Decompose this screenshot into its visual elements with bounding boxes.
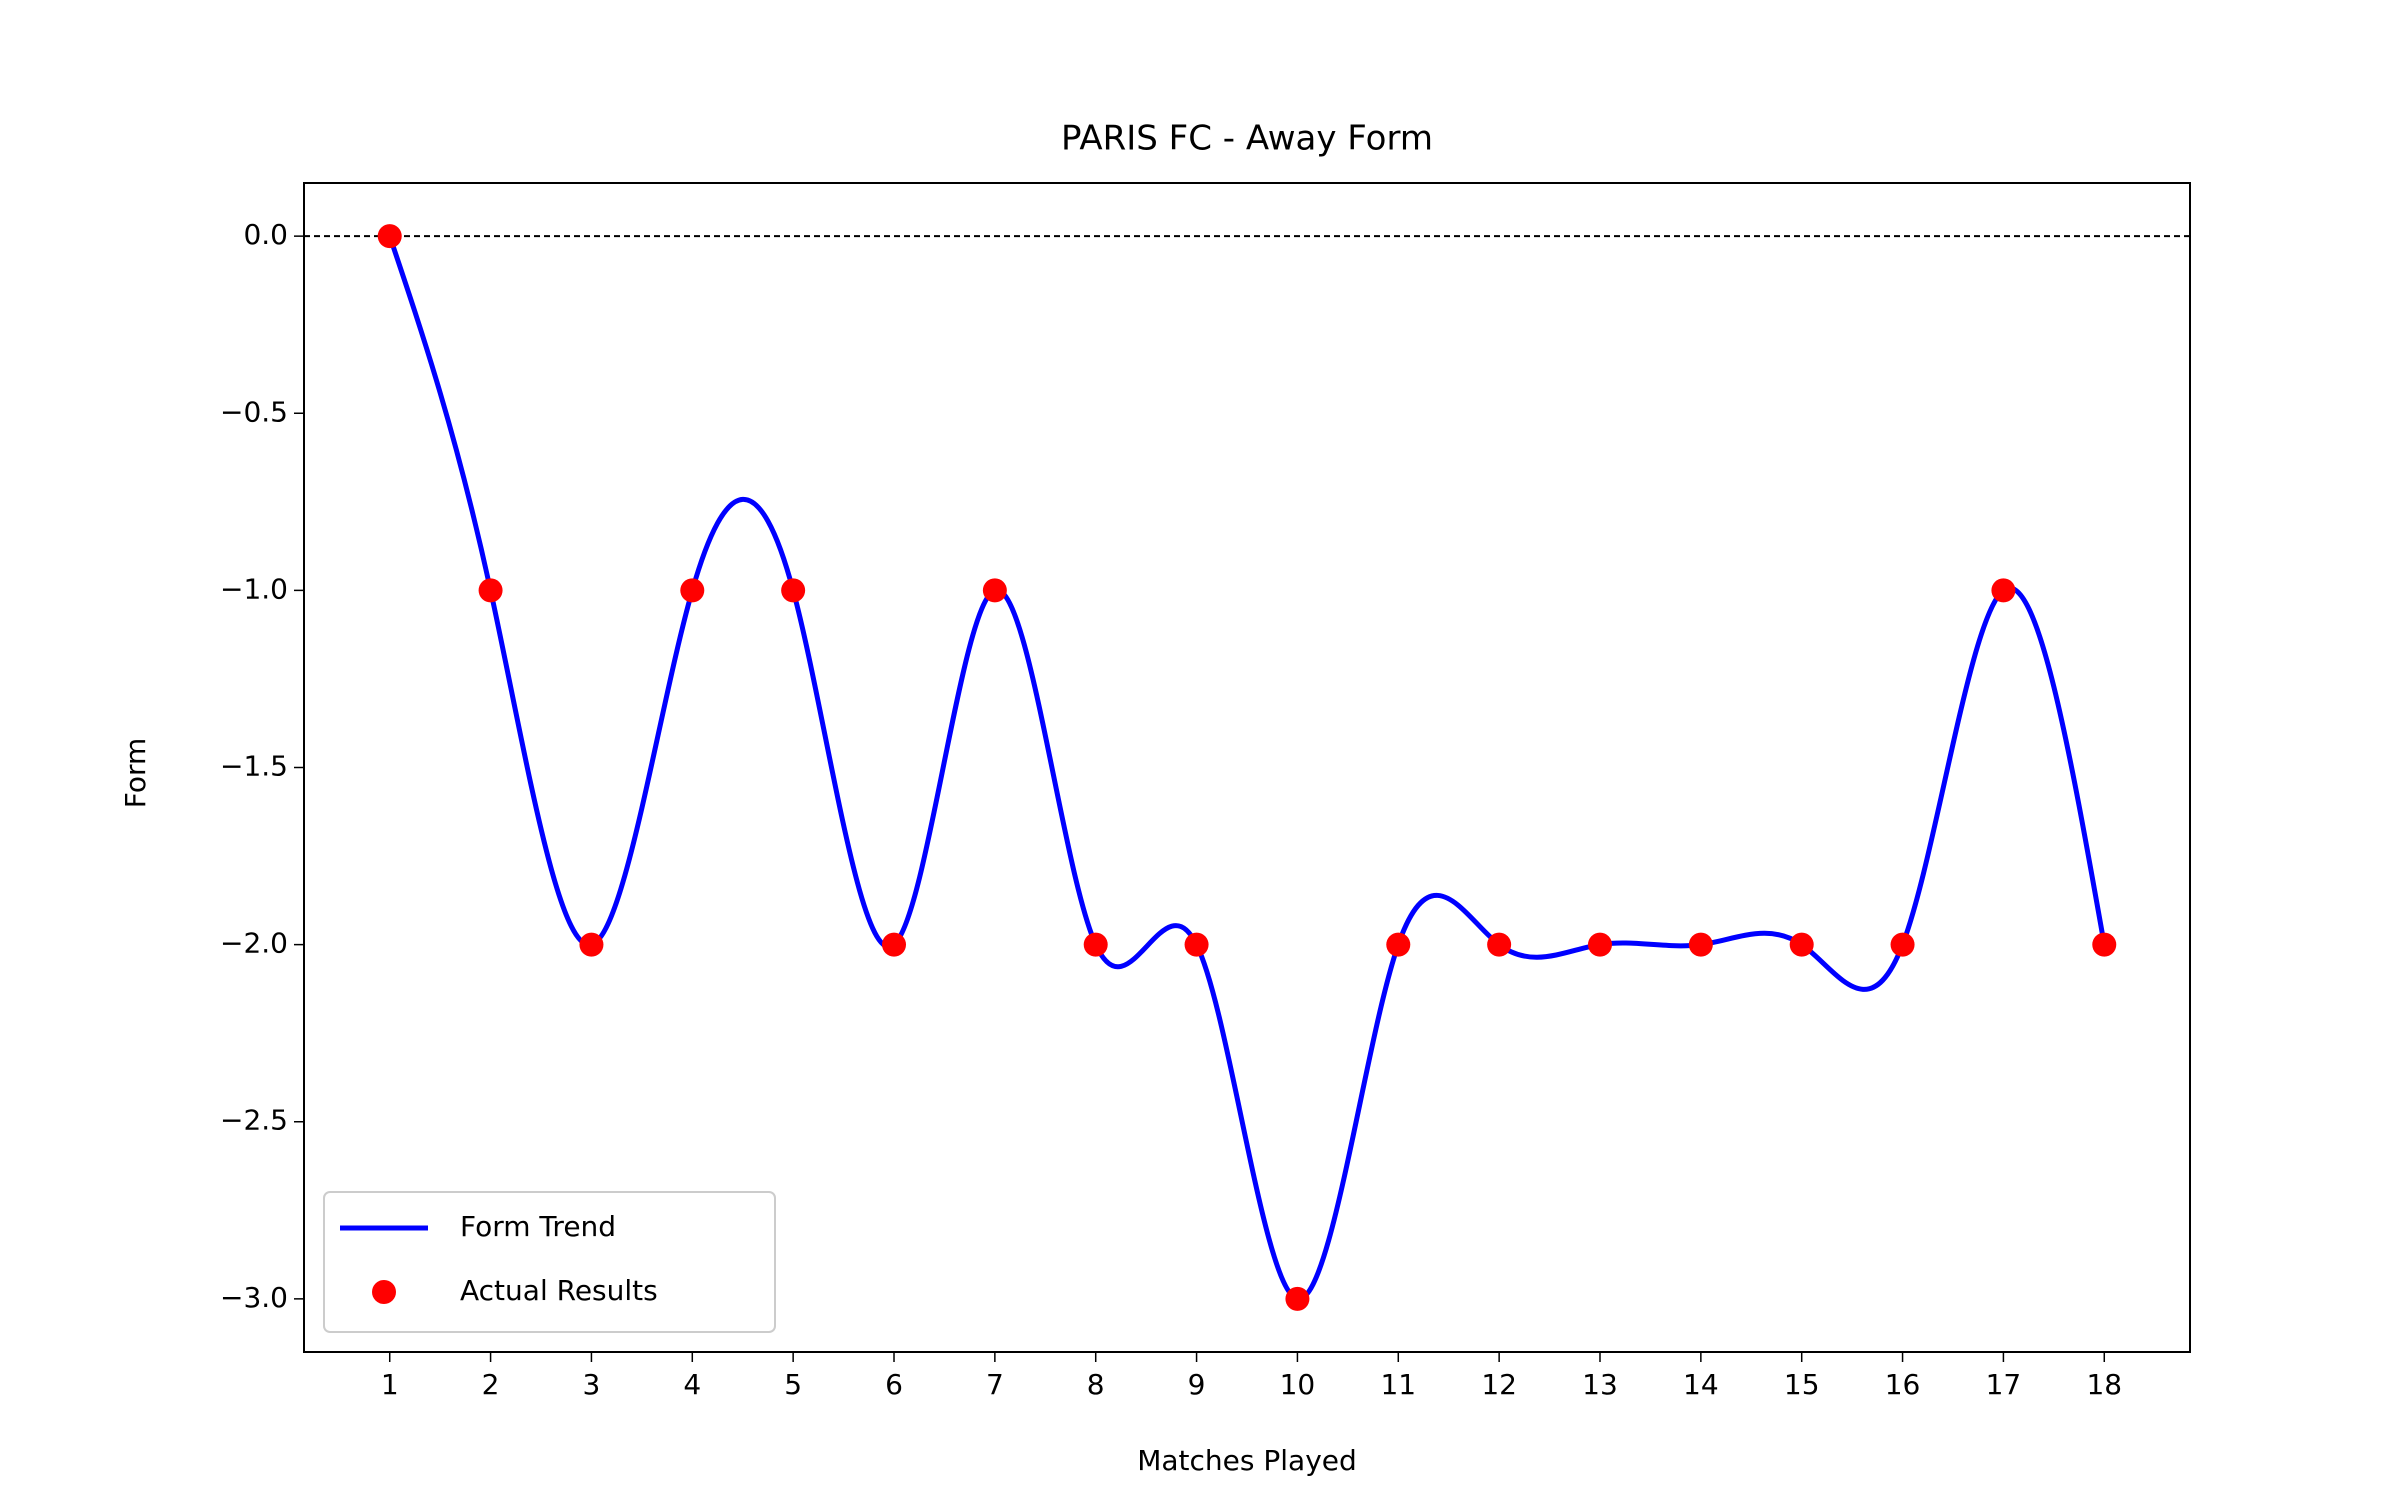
trend-line <box>387 235 2107 1302</box>
data-point <box>1285 1286 1310 1311</box>
y-tick-label: −2.5 <box>220 1104 288 1137</box>
x-tick-label: 2 <box>482 1368 500 1401</box>
data-point <box>882 932 907 957</box>
y-axis-label: Form <box>119 738 152 809</box>
x-tick-label: 14 <box>1683 1368 1719 1401</box>
data-point <box>1991 578 2016 603</box>
data-point <box>680 578 705 603</box>
data-point <box>1083 932 1108 957</box>
x-tick-label: 12 <box>1481 1368 1517 1401</box>
chart-title: PARIS FC - Away Form <box>1061 119 1433 159</box>
y-tick-label: −3.0 <box>220 1281 288 1314</box>
x-tick-label: 11 <box>1380 1368 1416 1401</box>
x-tick-label: 17 <box>1986 1368 2022 1401</box>
x-axis-label: Matches Played <box>1137 1444 1357 1477</box>
data-point <box>377 224 402 249</box>
x-tick-label: 7 <box>986 1368 1004 1401</box>
data-point <box>478 578 503 603</box>
legend-label: Form Trend <box>460 1210 616 1243</box>
x-tick-label: 1 <box>381 1368 399 1401</box>
data-point <box>781 578 806 603</box>
x-tick-label: 5 <box>784 1368 802 1401</box>
data-point <box>2092 932 2117 957</box>
data-point <box>1184 932 1209 957</box>
x-tick-label: 4 <box>683 1368 701 1401</box>
data-point <box>1890 932 1915 957</box>
x-tick-label: 3 <box>583 1368 601 1401</box>
x-tick-label: 13 <box>1582 1368 1618 1401</box>
data-point <box>1487 932 1512 957</box>
x-tick-label: 10 <box>1280 1368 1316 1401</box>
data-point <box>579 932 604 957</box>
y-tick-label: −1.0 <box>220 572 288 605</box>
data-point <box>1386 932 1411 957</box>
legend-box <box>323 1191 776 1333</box>
x-tick-label: 15 <box>1784 1368 1820 1401</box>
data-point <box>982 578 1007 603</box>
data-point <box>1587 932 1612 957</box>
legend-swatch <box>372 1280 396 1304</box>
x-tick-label: 16 <box>1885 1368 1921 1401</box>
y-tick-label: −2.0 <box>220 927 288 960</box>
y-tick-label: −0.5 <box>220 395 288 428</box>
y-tick-label: 0.0 <box>243 218 288 251</box>
x-tick-label: 6 <box>885 1368 903 1401</box>
x-tick-label: 9 <box>1188 1368 1206 1401</box>
legend-label: Actual Results <box>460 1274 658 1307</box>
x-tick-label: 18 <box>2086 1368 2122 1401</box>
y-tick-label: −1.5 <box>220 750 288 783</box>
data-point <box>1688 932 1713 957</box>
data-point <box>1789 932 1814 957</box>
plot-frame <box>303 182 2191 1353</box>
x-tick-label: 8 <box>1087 1368 1105 1401</box>
